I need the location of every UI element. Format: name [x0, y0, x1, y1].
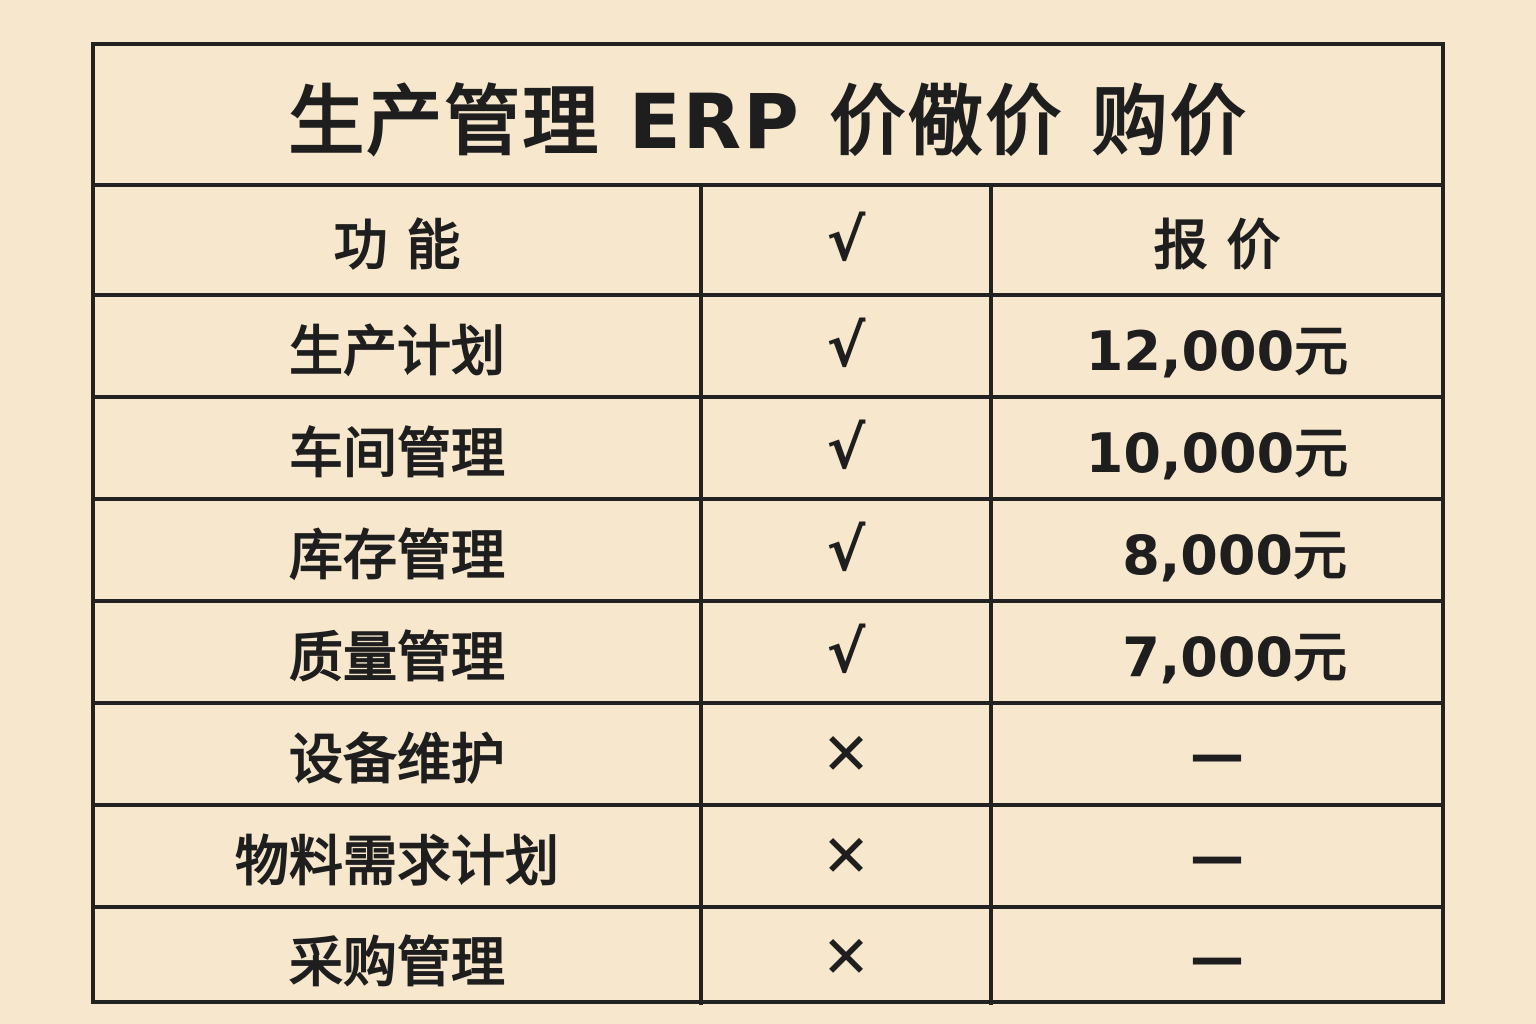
table-row: 库存管理 √ 8,000元	[95, 501, 1441, 603]
cross-icon: ✕	[703, 909, 993, 1005]
feature-cell: 质量管理	[95, 603, 703, 701]
price-cell: —	[993, 807, 1441, 905]
feature-cell: 采购管理	[95, 909, 703, 1005]
feature-cell: 物料需求计划	[95, 807, 703, 905]
feature-cell: 车间管理	[95, 399, 703, 497]
header-price-label: 报 价	[1153, 213, 1281, 277]
price-value: 8,000元	[1122, 523, 1347, 587]
pricing-table: 生产管理 ERP 价儆价 购价 功 能 √ 报 价 生产计划 √ 12,000元…	[91, 42, 1445, 1005]
table-row: 设备维护 ✕ —	[95, 705, 1441, 807]
check-icon: √	[703, 603, 993, 701]
price-value: —	[1190, 824, 1244, 888]
price-value: 10,000元	[1085, 421, 1349, 485]
price-cell: 10,000元	[993, 399, 1441, 497]
price-cell: —	[993, 909, 1441, 1005]
table-row: 车间管理 √ 10,000元	[95, 399, 1441, 501]
cross-icon: ✕	[703, 807, 993, 905]
feature-cell: 库存管理	[95, 501, 703, 599]
table-row: 采购管理 ✕ —	[95, 909, 1441, 1005]
check-icon: √	[703, 501, 993, 599]
price-cell: 8,000元	[993, 501, 1441, 599]
cross-icon: ✕	[703, 705, 993, 803]
price-cell: 12,000元	[993, 297, 1441, 395]
price-value: —	[1190, 925, 1244, 989]
table-row: 物料需求计划 ✕ —	[95, 807, 1441, 909]
check-icon: √	[703, 399, 993, 497]
price-value: 7,000元	[1122, 625, 1347, 689]
header-feature: 功 能	[95, 187, 703, 293]
header-row: 功 能 √ 报 价	[95, 187, 1441, 297]
price-cell: —	[993, 705, 1441, 803]
price-value: 12,000元	[1085, 319, 1349, 383]
feature-cell: 生产计划	[95, 297, 703, 395]
price-cell: 7,000元	[993, 603, 1441, 701]
table-row: 质量管理 √ 7,000元	[95, 603, 1441, 705]
check-icon: √	[703, 297, 993, 395]
table-title: 生产管理 ERP 价儆价 购价	[95, 46, 1441, 187]
feature-cell: 设备维护	[95, 705, 703, 803]
table-row: 生产计划 √ 12,000元	[95, 297, 1441, 399]
header-price: 报 价	[993, 187, 1441, 293]
price-value: —	[1190, 722, 1244, 786]
header-included: √	[703, 187, 993, 293]
